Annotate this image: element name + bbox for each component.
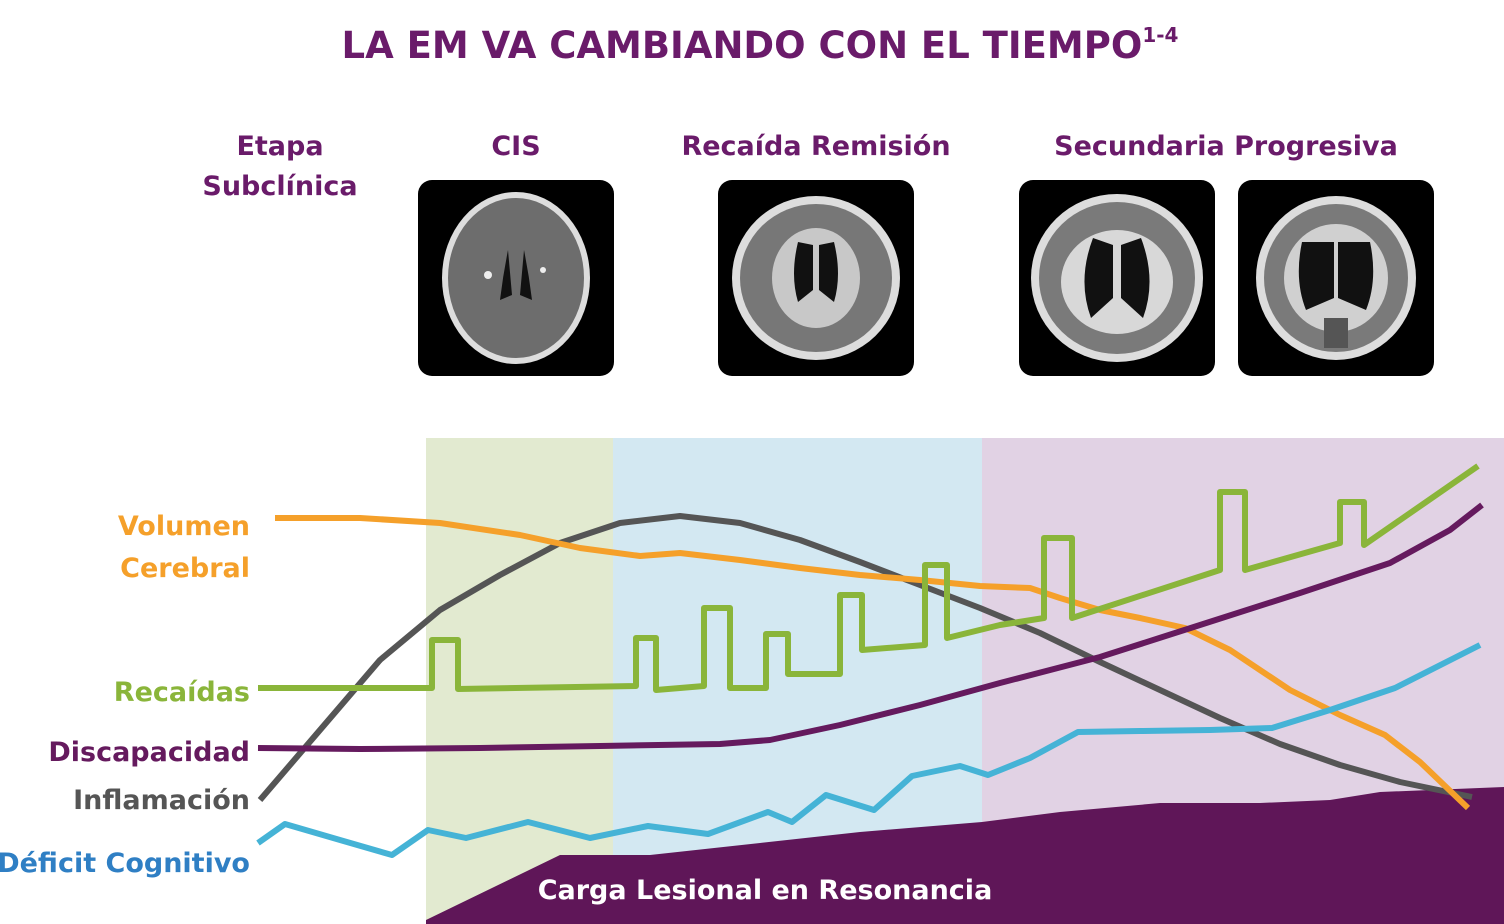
stage-label: Etapa Subclínica: [202, 131, 357, 202]
title: LA EM VA CAMBIANDO CON EL TIEMPO1-4: [342, 23, 1179, 67]
title-superscript: 1-4: [1142, 23, 1178, 47]
curve-label: Discapacidad: [48, 737, 250, 768]
stage-label: Recaída Remisión: [681, 131, 950, 162]
curve-label: Recaídas: [114, 677, 250, 708]
mri-image: [418, 180, 614, 376]
mri-image: [718, 180, 914, 376]
curve-label-line: Volumen: [118, 511, 250, 542]
brain-volume-curve: [275, 515, 1471, 811]
stage-line: Etapa: [236, 131, 323, 162]
stage-band: [426, 438, 613, 924]
stage-line: Subclínica: [202, 171, 357, 202]
curve-label: Inflamación: [73, 785, 250, 816]
stage-label: Secundaria Progresiva: [1054, 131, 1398, 162]
cognitive-deficit-curve: [256, 642, 1482, 858]
mri-image: [1238, 180, 1434, 376]
curve-label-line: Cerebral: [120, 553, 250, 584]
lesion-load-label: Carga Lesional en Resonancia: [538, 875, 993, 906]
inflammation-curve: [257, 513, 1473, 802]
curve-label: Volumen Cerebral: [118, 511, 250, 584]
curve-label: Déficit Cognitivo: [0, 848, 250, 879]
title-text: LA EM VA CAMBIANDO CON EL TIEMPO: [342, 24, 1143, 67]
mri-image: [1019, 180, 1215, 376]
stage-label: CIS: [491, 131, 540, 162]
disability-curve: [257, 502, 1484, 752]
lesion-load-area: [426, 787, 1504, 924]
relapses-curve: [258, 463, 1480, 693]
mri-images: [418, 180, 1434, 376]
